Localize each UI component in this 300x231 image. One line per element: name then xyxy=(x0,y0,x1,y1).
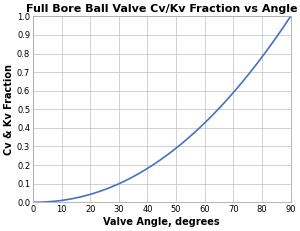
X-axis label: Valve Angle, degrees: Valve Angle, degrees xyxy=(103,217,220,227)
Title: Full Bore Ball Valve Cv/Kv Fraction vs Angle: Full Bore Ball Valve Cv/Kv Fraction vs A… xyxy=(26,4,298,14)
Y-axis label: Cv & Kv Fraction: Cv & Kv Fraction xyxy=(4,64,14,155)
